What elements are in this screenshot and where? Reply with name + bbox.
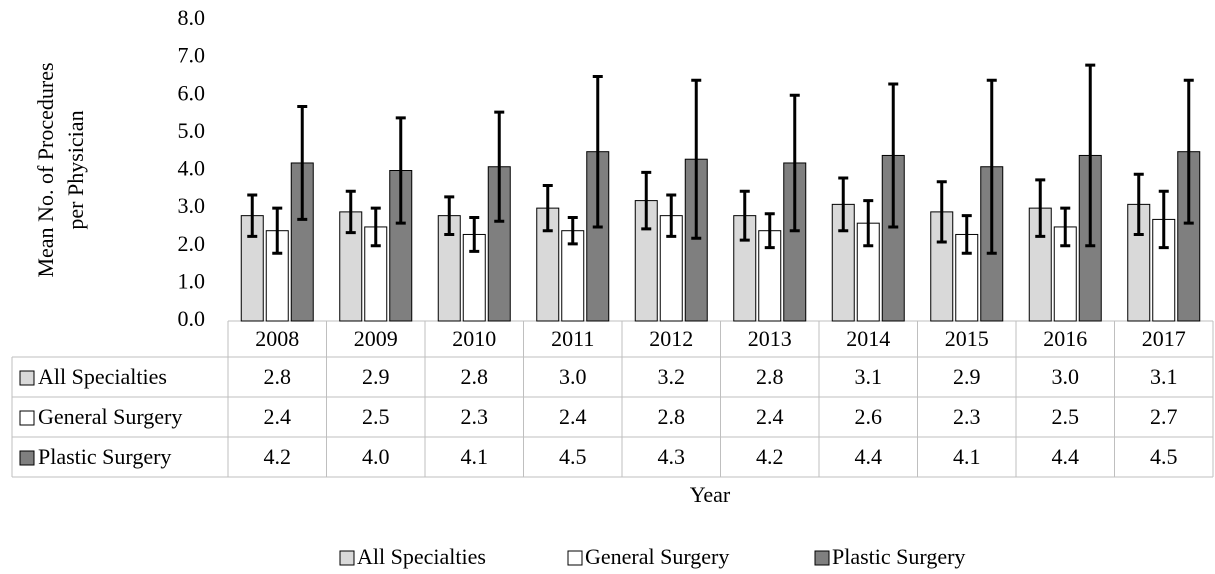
- table-value: 4.3: [658, 444, 686, 469]
- error-bar: [1158, 189, 1169, 250]
- table-value: 2.9: [953, 364, 981, 389]
- y-tick-label: 1.0: [178, 268, 206, 293]
- table-value: 4.5: [559, 444, 587, 469]
- table-value: 2.7: [1150, 404, 1178, 429]
- error-bar: [888, 82, 899, 229]
- legend-label: Plastic Surgery: [832, 544, 965, 569]
- x-tick-label: 2015: [945, 326, 989, 351]
- y-tick-label: 5.0: [178, 118, 206, 143]
- table-value: 4.1: [461, 444, 489, 469]
- error-bar: [370, 206, 381, 248]
- x-tick-label: 2012: [649, 326, 693, 351]
- error-bar: [986, 78, 997, 255]
- error-bar: [666, 193, 677, 238]
- error-bar: [345, 189, 356, 235]
- error-bar: [764, 212, 775, 250]
- error-bar: [494, 110, 505, 223]
- error-bar: [247, 193, 258, 238]
- error-bar: [297, 105, 308, 221]
- table-legend-key: [19, 370, 35, 386]
- x-axis-title: Year: [690, 482, 731, 507]
- table-value: 2.3: [953, 404, 981, 429]
- table-value: 3.0: [1052, 364, 1080, 389]
- legend-label: General Surgery: [585, 544, 729, 569]
- x-tick-label: 2009: [354, 326, 398, 351]
- legend-label: All Specialties: [357, 544, 486, 569]
- error-bar: [739, 189, 750, 242]
- y-tick-label: 8.0: [178, 5, 206, 30]
- table-value: 4.5: [1150, 444, 1178, 469]
- table-value: 3.1: [1150, 364, 1178, 389]
- table-value: 4.2: [756, 444, 784, 469]
- error-bar: [469, 216, 480, 253]
- table-row-label: All Specialties: [38, 364, 167, 389]
- error-bar: [691, 78, 702, 240]
- table-value: 2.4: [756, 404, 784, 429]
- table-value: 3.1: [855, 364, 883, 389]
- table-value: 2.9: [362, 364, 390, 389]
- y-axis-title: Mean No. of Procedures per Physician: [33, 62, 88, 277]
- table-legend-key: [19, 450, 35, 466]
- x-tick-label: 2017: [1142, 326, 1186, 351]
- x-tick-label: 2013: [748, 326, 792, 351]
- error-bar: [1085, 63, 1096, 248]
- error-bar: [592, 74, 603, 229]
- error-bar: [1060, 206, 1071, 248]
- error-bar: [272, 206, 283, 255]
- error-bar: [1035, 178, 1046, 238]
- error-bar: [542, 184, 553, 233]
- y-tick-label: 0.0: [178, 306, 206, 331]
- x-tick-label: 2011: [551, 326, 594, 351]
- table-value: 2.4: [559, 404, 587, 429]
- table-value: 2.4: [264, 404, 292, 429]
- x-tick-label: 2014: [846, 326, 890, 351]
- y-tick-label: 4.0: [178, 156, 206, 181]
- y-tick-label: 3.0: [178, 193, 206, 218]
- table-value: 2.5: [362, 404, 390, 429]
- table-value: 2.8: [756, 364, 784, 389]
- error-bar: [1183, 78, 1194, 225]
- error-bar: [936, 180, 947, 244]
- error-bar: [863, 199, 874, 248]
- table-value: 4.2: [264, 444, 292, 469]
- error-bar: [838, 176, 849, 233]
- error-bar: [1133, 172, 1144, 236]
- table-value: 4.4: [1052, 444, 1080, 469]
- error-bar: [395, 116, 406, 225]
- legend-key: [339, 550, 355, 566]
- table-value: 2.8: [264, 364, 292, 389]
- error-bar: [641, 170, 652, 231]
- table-legend-key: [19, 410, 35, 426]
- x-tick-label: 2016: [1043, 326, 1087, 351]
- error-bar: [789, 93, 800, 233]
- table-value: 3.0: [559, 364, 587, 389]
- table-value: 2.8: [461, 364, 489, 389]
- table-row-label: General Surgery: [38, 404, 182, 429]
- table-value: 2.8: [658, 404, 686, 429]
- y-tick-label: 6.0: [178, 80, 206, 105]
- table-value: 2.6: [855, 404, 883, 429]
- x-tick-label: 2008: [255, 326, 299, 351]
- x-tick-label: 2010: [452, 326, 496, 351]
- error-bar: [444, 195, 455, 236]
- error-bar: [961, 214, 972, 255]
- y-axis-title-line: Mean No. of Procedures: [33, 62, 58, 277]
- table-value: 2.3: [461, 404, 489, 429]
- table-value: 2.5: [1052, 404, 1080, 429]
- y-tick-label: 2.0: [178, 231, 206, 256]
- table-value: 4.1: [953, 444, 981, 469]
- legend-key: [567, 550, 583, 566]
- y-tick-label: 7.0: [178, 43, 206, 68]
- table-value: 4.0: [362, 444, 390, 469]
- table-value: 3.2: [658, 364, 686, 389]
- error-bar: [567, 216, 578, 246]
- table-value: 4.4: [855, 444, 883, 469]
- y-axis-title-line: per Physician: [63, 110, 88, 229]
- table-row-label: Plastic Surgery: [38, 444, 171, 469]
- legend-key: [814, 550, 830, 566]
